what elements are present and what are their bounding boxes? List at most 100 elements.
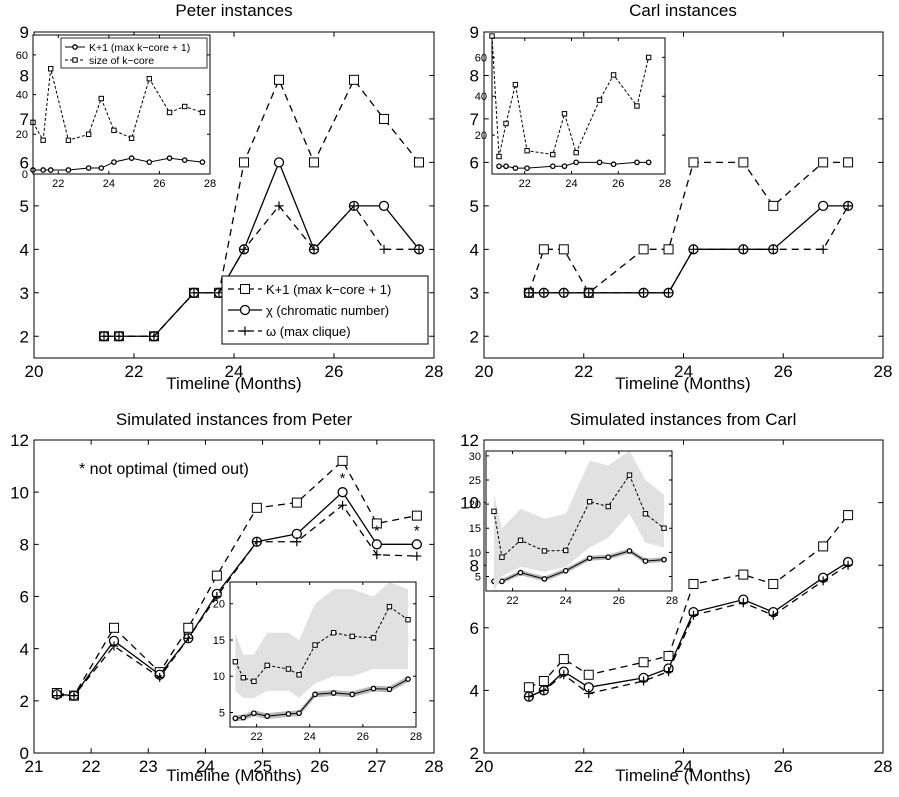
chart2-ytick-label: 6 <box>470 154 479 173</box>
chart1-series1-point <box>414 157 424 168</box>
chart2-inset-series1-point <box>512 165 519 172</box>
chart2-series1-point <box>688 157 699 168</box>
chart1-inset-series1-point <box>85 165 92 171</box>
chart2-inset-ytick-label: 60 <box>475 52 487 64</box>
chart4-series1-point <box>583 669 594 680</box>
chart3-xtick-label: 23 <box>139 757 158 776</box>
chart1-inset-series1-point <box>128 155 135 161</box>
chart4-series3-point <box>584 689 594 699</box>
chart3-series3-point <box>69 691 79 701</box>
chart3-series2-point <box>411 539 423 550</box>
chart3-inset-ytick-label: 5 <box>219 707 225 719</box>
chart3-series1-point <box>291 497 302 508</box>
chart3-series3-point <box>52 691 62 701</box>
chart3-xtick-label: 22 <box>82 757 101 776</box>
chart4-inset-series1-point <box>562 567 569 574</box>
chart3-inset-series2-band <box>235 582 409 698</box>
chart2-series3-line <box>528 205 849 294</box>
chart4-inset-frame <box>485 450 673 592</box>
chart3-inset-series2-point <box>349 633 355 640</box>
chart3-inset-xtick-label: 28 <box>410 731 422 743</box>
chart1-ytick-label: 7 <box>20 110 29 129</box>
chart1-series3-point <box>274 201 284 211</box>
chart4-xtick-label: 24 <box>674 757 693 776</box>
chart3-inset-series2-point <box>312 642 318 648</box>
chart4-series3-point <box>664 667 674 677</box>
chart3-series3-point <box>212 592 222 601</box>
chart4-inset-series2-line <box>493 474 665 559</box>
chart3-inset-ytick-label: 10 <box>213 671 225 683</box>
chart1-inset-series1-point <box>40 167 46 173</box>
chart1-legend-marker <box>240 284 250 294</box>
chart2-inset-series1-point <box>524 165 530 172</box>
chart1-inset-series2-point <box>166 109 173 116</box>
chart4-inset-ytick-label: 5 <box>475 571 481 583</box>
chart3-series3-point <box>183 633 193 643</box>
chart2-series3-point <box>768 244 778 254</box>
chart4-inset-series1-point <box>517 569 524 576</box>
chart1-xlabel: Timeline (Months) <box>166 374 301 393</box>
chart1-legend-label: χ (chromatic number) <box>266 303 389 318</box>
chart1-inset-series1-point <box>47 167 54 173</box>
chart2-series2-point <box>818 200 829 212</box>
chart4-inset-xtick-label: 22 <box>506 595 518 607</box>
chart1-inset-xtick-label: 28 <box>204 178 216 190</box>
chart4-inset-series2-point <box>661 525 667 531</box>
chart4-xtick-label: 28 <box>874 757 893 776</box>
chart4-series3-point <box>639 676 649 686</box>
chart4-inset-series2-band <box>493 451 665 591</box>
chart4-series1-point <box>523 682 534 693</box>
chart3-series1-point <box>411 510 422 521</box>
chart4-inset-series1-point <box>499 578 505 585</box>
chart1-inset-ytick-label: 0 <box>22 169 28 181</box>
chart4-xlabel: Timeline (Months) <box>615 766 750 785</box>
chart3-annotation: * not optimal (timed out) <box>79 461 249 478</box>
chart3-inset-series1-point <box>386 686 393 693</box>
chart4-inset-series2-point <box>642 511 649 517</box>
chart3-ytick-label: 6 <box>20 588 29 607</box>
chart1-series2-point <box>273 157 285 168</box>
chart4-xtick-label: 26 <box>774 757 793 776</box>
chart1-inset-series2-point <box>199 109 206 116</box>
chart4-ytick-label: 2 <box>470 744 479 763</box>
chart4-inset-series1-point <box>642 558 649 564</box>
chart3-series3-line <box>56 504 417 697</box>
chart3-series1-point <box>211 570 222 581</box>
chart4-series1-point <box>663 650 674 661</box>
chart3-ytick-label: 2 <box>20 692 29 711</box>
chart1-inset-series1-point <box>65 167 72 173</box>
chart1-inset-series2-point <box>48 66 54 72</box>
chart1: Peter instances Timeline (Months) K+1 (max… <box>16 1 444 393</box>
chart2-ytick-label: 3 <box>470 284 479 303</box>
chart3-series3-point <box>252 537 262 547</box>
chart1-inset-frame <box>32 34 211 175</box>
chart3-ytick-label: 0 <box>20 744 29 763</box>
chart1-ytick-label: 3 <box>20 284 29 303</box>
chart4-inset-xtick-label: 24 <box>560 595 572 607</box>
chart1-xtick-label: 24 <box>225 362 244 381</box>
chart2-inset-series2-point <box>550 151 556 158</box>
chart3-series3-point <box>292 537 302 547</box>
chart4-inset-xtick-label: 28 <box>666 595 678 607</box>
chart1-inset-series2-point <box>85 131 92 137</box>
chart2-series3-point <box>584 288 594 298</box>
chart4-series3-point <box>738 598 748 608</box>
chart1-inset-series1-point <box>199 159 206 165</box>
chart4-inset-series2-point <box>491 508 497 515</box>
chart3-inset-series2-point <box>386 603 393 610</box>
chart4-ytick-label: 6 <box>470 619 479 638</box>
chart2-inset-xtick-label: 22 <box>519 178 531 190</box>
chart4-xtick-label: 22 <box>574 757 593 776</box>
chart3-inset-series1-point <box>232 715 239 722</box>
chart2-inset-series1-point <box>496 163 502 170</box>
chart4-xtick-label: 20 <box>475 757 494 776</box>
chart4-series3-point <box>768 610 778 620</box>
chart4-series1-point <box>638 657 649 668</box>
chart2-series1-point <box>843 157 854 168</box>
chart3-ytick-label: 10 <box>10 483 29 502</box>
chart1-inset-series2-point <box>146 75 153 82</box>
chart1-series3-point <box>414 244 424 254</box>
chart4-inset-ytick-label: 30 <box>469 451 481 463</box>
chart3-series3-point <box>372 550 382 560</box>
